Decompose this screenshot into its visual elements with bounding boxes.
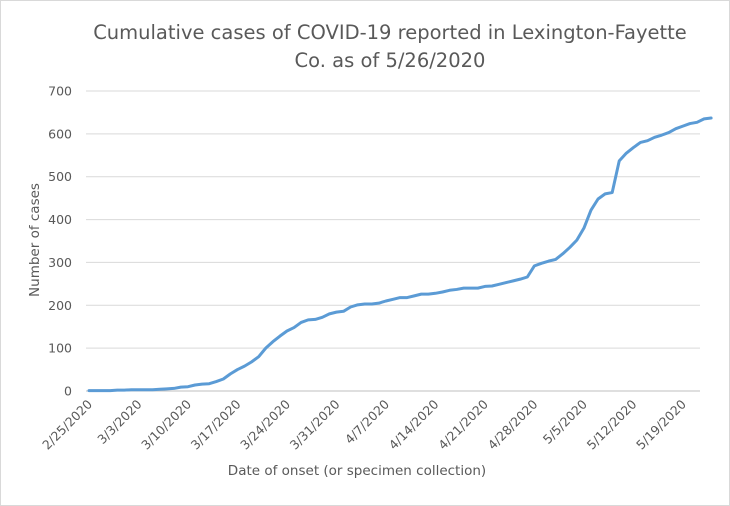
- chart-title-line-2: Co. as of 5/26/2020: [294, 49, 486, 72]
- y-tick-labels: 0 100 200 300 400 500 600 700: [48, 84, 72, 399]
- x-tick-label: 3/3/2020: [94, 396, 144, 446]
- x-tick-label: 5/12/2020: [584, 396, 640, 452]
- x-tick-label: 4/14/2020: [386, 396, 442, 452]
- x-tick-label: 5/19/2020: [633, 396, 689, 452]
- x-tick-label: 4/28/2020: [485, 396, 541, 452]
- gridlines: [86, 90, 700, 392]
- x-tick-labels: 2/25/2020 3/3/20203/10/20203/17/20203/24/…: [39, 396, 689, 452]
- y-tick-label: 200: [48, 298, 72, 313]
- x-tick-label: 3/10/2020: [138, 396, 194, 452]
- y-tick-label: 0: [64, 384, 72, 399]
- x-tick-label: 5/5/2020: [540, 396, 590, 446]
- y-tick-label: 100: [48, 341, 72, 356]
- y-axis-title: Number of cases: [27, 183, 43, 297]
- x-tick-label: 2/25/2020: [39, 396, 95, 452]
- chart-title-line-1: Cumulative cases of COVID-19 reported in…: [93, 21, 687, 44]
- x-tick-label: 3/31/2020: [287, 396, 343, 452]
- series-line: [87, 116, 713, 393]
- x-axis-title: Date of onset (or specimen collection): [228, 463, 486, 479]
- y-tick-label: 400: [48, 212, 72, 227]
- y-tick-label: 700: [48, 84, 72, 99]
- x-tick-label: 4/21/2020: [435, 396, 491, 452]
- x-tick-label: 3/24/2020: [237, 396, 293, 452]
- y-tick-label: 500: [48, 169, 72, 184]
- y-tick-label: 600: [48, 126, 72, 141]
- x-tick-label: 3/17/2020: [188, 396, 244, 452]
- y-tick-label: 300: [48, 255, 72, 270]
- x-tick-label: 4/7/2020: [342, 396, 392, 446]
